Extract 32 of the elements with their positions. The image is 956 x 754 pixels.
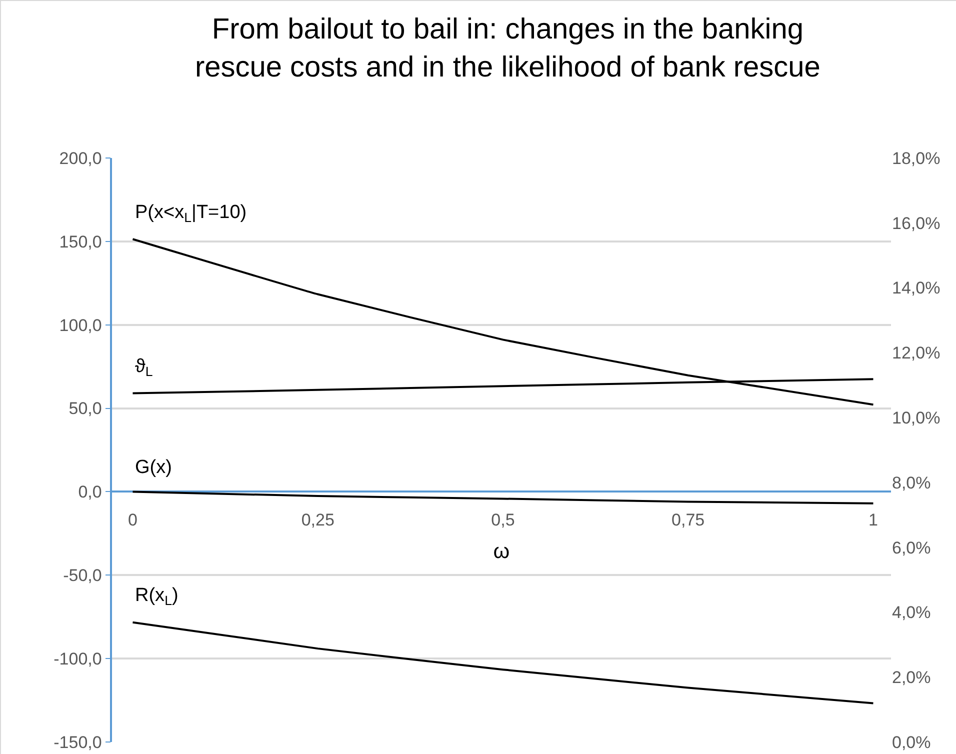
chart-title: From bailout to bail in: changes in the banking rescue costs and in the likelihood of bank rescue bbox=[194, 14, 820, 84]
y2-tick-label: 12,0% bbox=[892, 344, 940, 363]
x-tick-label: 0,25 bbox=[301, 510, 334, 530]
x-axis-title: ω bbox=[493, 540, 510, 563]
x-tick-label: 0,75 bbox=[672, 510, 705, 530]
x-tick-label: 1 bbox=[868, 510, 878, 530]
series-label: G(x) bbox=[135, 457, 172, 478]
line-series bbox=[132, 238, 874, 406]
y-tick-label: -150,0 bbox=[54, 732, 102, 752]
y2-tick-label: 10,0% bbox=[892, 408, 940, 428]
y-tick-label: 0,0 bbox=[78, 482, 102, 502]
line-series bbox=[132, 490, 874, 504]
y2-tick-label: 8,0% bbox=[892, 473, 931, 492]
x-tick-label: 0 bbox=[128, 510, 138, 530]
y2-tick-label: 14,0% bbox=[892, 278, 940, 298]
y-tick-label: 150,0 bbox=[59, 232, 102, 252]
y2-tick-label: 16,0% bbox=[892, 214, 940, 233]
series-label: P(x<x$_{L}$|T=10) bbox=[135, 202, 247, 225]
y-tick-label: 200,0 bbox=[59, 148, 102, 168]
y2-tick-label: 18,0% bbox=[892, 148, 940, 168]
y2-tick-label: 4,0% bbox=[892, 603, 931, 622]
x-tick-label: 0,5 bbox=[491, 510, 515, 530]
y-tick-label: 50,0 bbox=[68, 399, 102, 418]
y-tick-label: 100,0 bbox=[59, 316, 102, 335]
series-label: R(x$_{L}$) bbox=[135, 585, 178, 608]
y-tick-label: -100,0 bbox=[54, 650, 102, 669]
y2-tick-label: 2,0% bbox=[892, 668, 931, 688]
y2-tick-label: 0,0% bbox=[892, 732, 931, 752]
y2-tick-label: 6,0% bbox=[892, 538, 931, 558]
series-label: ϑ$_{L}$ bbox=[135, 356, 153, 379]
line-series bbox=[132, 621, 874, 704]
y-tick-label: -50,0 bbox=[63, 566, 102, 586]
